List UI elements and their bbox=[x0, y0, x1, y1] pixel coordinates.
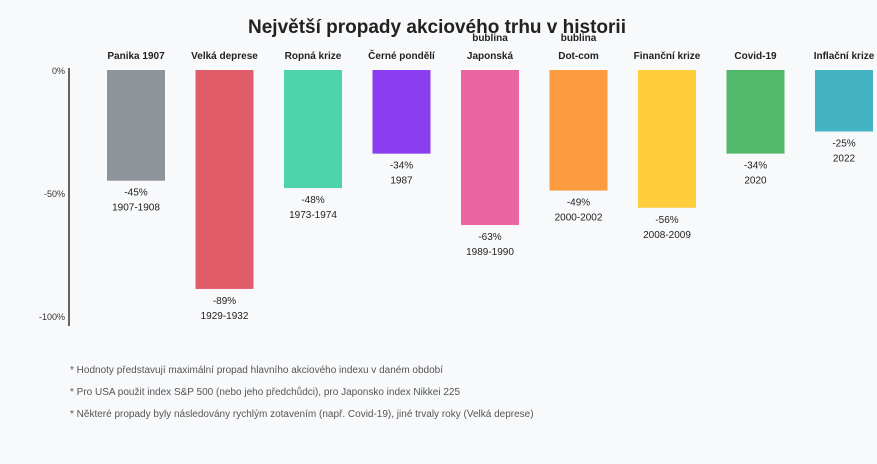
data-label: -49% bbox=[567, 198, 590, 209]
bar bbox=[195, 70, 254, 289]
category-label: Černé pondělí bbox=[368, 49, 436, 62]
data-label: -48% bbox=[301, 195, 324, 206]
period-label: 2022 bbox=[833, 154, 856, 165]
y-axis: 0% -50% -100% bbox=[39, 66, 70, 326]
bar bbox=[549, 70, 608, 191]
data-label: -34% bbox=[390, 161, 413, 172]
bar bbox=[372, 70, 431, 154]
category-label: Ropná krize bbox=[285, 51, 342, 62]
period-label: 2008-2009 bbox=[643, 230, 691, 241]
category-label: bublina bbox=[472, 33, 508, 44]
category-label: Covid-19 bbox=[734, 51, 777, 62]
category-label: Panika 1907 bbox=[107, 51, 165, 62]
chart: Největší propady akciového trhu v histor… bbox=[39, 17, 875, 326]
bar bbox=[638, 70, 696, 208]
period-label: 1989-1990 bbox=[466, 247, 514, 258]
period-label: 2000-2002 bbox=[555, 213, 603, 224]
category-label: Finanční krize bbox=[634, 51, 701, 62]
y-tick-label: -100% bbox=[39, 312, 65, 322]
period-label: 1987 bbox=[390, 176, 413, 187]
data-label: -56% bbox=[655, 215, 678, 226]
bar bbox=[284, 70, 342, 189]
period-label: 2020 bbox=[744, 176, 767, 187]
bar bbox=[726, 70, 785, 154]
footnotes: * Hodnoty představují maximální propad h… bbox=[70, 364, 534, 430]
category-label: Dot-com bbox=[558, 51, 599, 62]
chart-title: Největší propady akciového trhu v histor… bbox=[248, 17, 626, 38]
bar bbox=[107, 70, 165, 181]
data-label: -45% bbox=[124, 188, 147, 199]
y-tick-label: 0% bbox=[52, 66, 65, 76]
category-label: Inflační krize bbox=[814, 51, 875, 62]
data-label: -63% bbox=[478, 232, 501, 243]
data-label: -89% bbox=[213, 296, 236, 307]
footnote: * Některé propady byly následovány rychl… bbox=[70, 409, 534, 420]
y-tick-label: -50% bbox=[44, 189, 65, 199]
period-label: 1973-1974 bbox=[289, 210, 337, 221]
bars: Panika 1907 -45% 1907-1908 Velká deprese -89… bbox=[107, 33, 875, 322]
bar bbox=[815, 70, 873, 132]
bar bbox=[461, 70, 519, 225]
data-label: -25% bbox=[832, 139, 855, 150]
footnote: * Hodnoty představují maximální propad h… bbox=[70, 365, 444, 376]
category-label: bublina bbox=[561, 33, 597, 44]
period-label: 1929-1932 bbox=[201, 311, 249, 322]
category-label: Velká deprese bbox=[191, 51, 258, 62]
footnote: * Pro USA použit index S&P 500 (nebo jeh… bbox=[70, 387, 461, 398]
period-label: 1907-1908 bbox=[112, 203, 160, 214]
data-label: -34% bbox=[744, 161, 767, 172]
category-label: Japonská bbox=[467, 51, 514, 62]
